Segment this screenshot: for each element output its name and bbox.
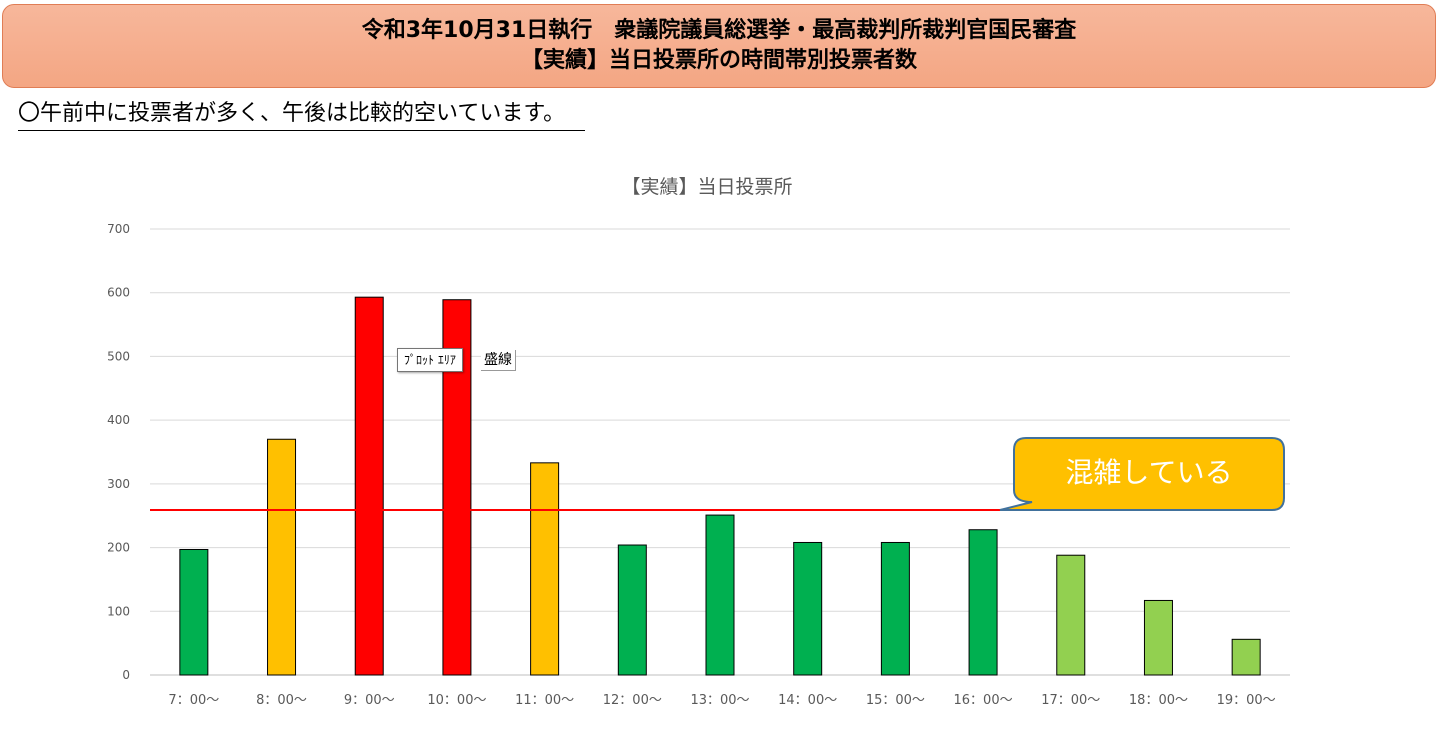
x-tick-label: 9：00〜 <box>344 693 395 708</box>
bar <box>793 541 823 676</box>
y-tick-label: 400 <box>107 413 130 427</box>
bar <box>267 438 297 676</box>
bar <box>1143 599 1173 676</box>
bar <box>179 548 209 676</box>
x-tick-label: 11：00〜 <box>515 693 574 708</box>
tooltip-extra-label: 盛線 <box>481 350 516 371</box>
bar <box>1056 554 1086 676</box>
y-tick-label: 100 <box>107 604 130 618</box>
y-tick-label: 500 <box>107 349 130 363</box>
x-tick-label: 10：00〜 <box>427 693 486 708</box>
x-tick-label: 7：00〜 <box>168 693 219 708</box>
tooltip-label: ﾌﾟﾛｯﾄ ｴﾘｱ <box>404 353 456 367</box>
x-tick-label: 18：00〜 <box>1129 693 1188 708</box>
x-tick-label: 17：00〜 <box>1041 693 1100 708</box>
y-tick-label: 600 <box>107 286 130 300</box>
x-tick-label: 19：00〜 <box>1217 693 1276 708</box>
bar <box>1231 638 1261 676</box>
callout-bubble <box>999 437 1285 511</box>
x-tick-label: 8：00〜 <box>256 693 307 708</box>
x-tick-label: 13：00〜 <box>690 693 749 708</box>
plot-area-tooltip: ﾌﾟﾛｯﾄ ｴﾘｱ <box>397 348 463 372</box>
bar <box>617 544 647 676</box>
chart-title: 【実績】当日投票所 <box>621 176 792 198</box>
y-tick-label: 300 <box>107 477 130 491</box>
bar <box>968 529 998 676</box>
callout-text: 混雑している <box>1065 456 1232 489</box>
bar <box>705 514 735 676</box>
bar <box>530 462 560 676</box>
x-tick-label: 16：00〜 <box>954 693 1013 708</box>
y-tick-label: 0 <box>122 668 130 682</box>
header-title-line2: 【実績】当日投票所の時間帯別投票者数 <box>520 48 917 73</box>
x-tick-label: 15：00〜 <box>866 693 925 708</box>
x-tick-label: 14：00〜 <box>778 693 837 708</box>
bar <box>354 296 384 676</box>
header-banner: 令和3年10月31日執行 衆議院議員総選挙・最高裁判所裁判官国民審査 【実績】当… <box>2 4 1436 88</box>
x-tick-label: 12：00〜 <box>603 693 662 708</box>
y-tick-label: 200 <box>107 541 130 555</box>
bar <box>880 541 910 676</box>
intro-text: 〇午前中に投票者が多く、午後は比較的空いています。 <box>18 100 586 131</box>
y-tick-label: 700 <box>107 222 130 236</box>
header-title-line1: 令和3年10月31日執行 衆議院議員総選挙・最高裁判所裁判官国民審査 <box>361 18 1077 43</box>
